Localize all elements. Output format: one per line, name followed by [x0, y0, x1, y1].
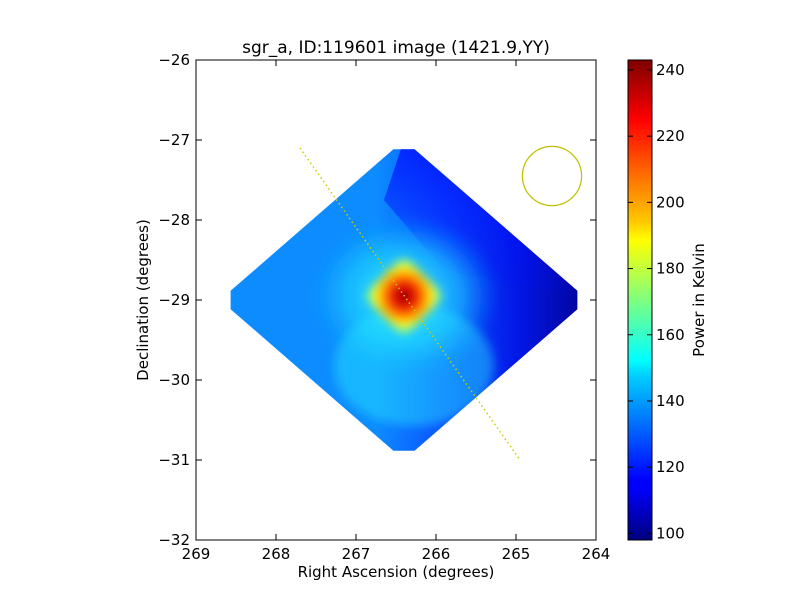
y-tick-label: −30: [158, 371, 190, 389]
colorbar-tick-label: 240: [656, 61, 685, 79]
colorbar-tick-label: 220: [656, 127, 685, 145]
colorbar-tick-label: 200: [656, 193, 685, 211]
heatmap-upper-shade: [384, 149, 578, 300]
galactic-plane-line: [299, 147, 521, 461]
colorbar-tick-label: 160: [656, 326, 685, 344]
x-axis-label: Right Ascension (degrees): [298, 563, 495, 581]
x-axis: 269 268 267 266 265 264: [182, 60, 611, 563]
colorbar-label: Power in Kelvin: [690, 243, 708, 357]
x-tick-label: 267: [342, 545, 371, 563]
colorbar-ticks: 100 120 140 160 180 200 220 240: [628, 61, 685, 542]
y-axis-label: Declination (degrees): [134, 219, 152, 381]
chart-title: sgr_a, ID:119601 image (1421.9,YY): [242, 38, 550, 58]
y-tick-label: −28: [158, 211, 190, 229]
colorbar: [627, 59, 653, 541]
beam-circle: [521, 145, 583, 207]
y-tick-label: −27: [158, 131, 190, 149]
x-tick-label: 266: [422, 545, 451, 563]
y-tick-label: −26: [158, 51, 190, 69]
x-tick-label: 265: [502, 545, 531, 563]
x-tick-label: 269: [182, 545, 211, 563]
y-tick-label: −31: [158, 451, 190, 469]
x-tick-label: 268: [262, 545, 291, 563]
colorbar-tick-label: 100: [656, 524, 685, 542]
x-tick-label: 264: [582, 545, 611, 563]
y-tick-label: −32: [158, 531, 190, 549]
y-axis: −26 −27 −28 −29 −30 −31 −32: [158, 51, 596, 549]
colorbar-tick-label: 140: [656, 392, 685, 410]
colorbar-tick-label: 180: [656, 260, 685, 278]
colorbar-tick-label: 120: [656, 458, 685, 476]
heatmap-halo-lower: [334, 306, 494, 426]
y-tick-label: −29: [158, 291, 190, 309]
